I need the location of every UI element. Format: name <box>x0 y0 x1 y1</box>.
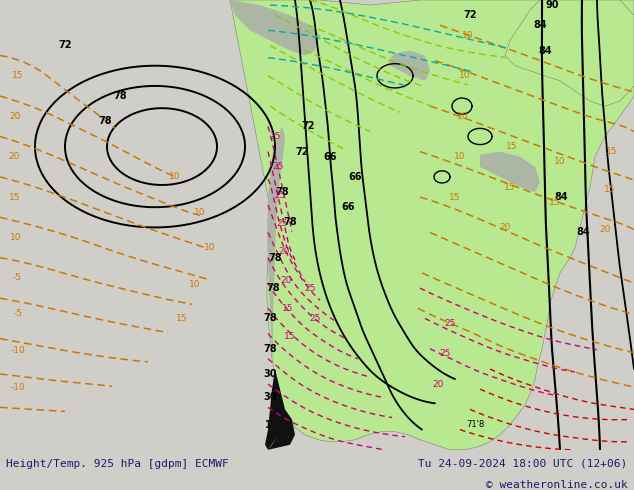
Text: 10: 10 <box>457 112 469 121</box>
Text: 10: 10 <box>190 279 201 289</box>
Text: 72: 72 <box>463 10 477 20</box>
Text: 20: 20 <box>280 275 292 285</box>
Text: 20: 20 <box>8 152 20 161</box>
Text: 78: 78 <box>283 218 297 227</box>
Text: -5: -5 <box>13 273 22 282</box>
Text: 72: 72 <box>58 41 72 50</box>
Text: 84: 84 <box>554 192 568 202</box>
Text: 84: 84 <box>576 227 590 238</box>
Text: 10: 10 <box>462 31 474 40</box>
Text: 15: 15 <box>606 147 618 156</box>
Text: 20: 20 <box>599 225 611 234</box>
Text: 78: 78 <box>98 116 112 126</box>
Text: 10: 10 <box>169 172 181 181</box>
Text: 15: 15 <box>10 193 21 201</box>
Text: 72: 72 <box>301 122 314 131</box>
Text: 20: 20 <box>278 247 290 256</box>
Text: 15: 15 <box>450 193 461 201</box>
Text: -10: -10 <box>11 346 25 355</box>
Text: 15: 15 <box>504 182 515 192</box>
Text: 15: 15 <box>176 314 188 323</box>
Text: 10: 10 <box>10 233 22 242</box>
Polygon shape <box>268 409 295 450</box>
Text: 25: 25 <box>275 191 286 199</box>
Text: Height/Temp. 925 hPa [gdpm] ECMWF: Height/Temp. 925 hPa [gdpm] ECMWF <box>6 459 229 469</box>
Text: 25: 25 <box>273 162 283 171</box>
Text: 30: 30 <box>263 392 277 402</box>
Text: 71'8: 71'8 <box>466 420 484 429</box>
Text: 30: 30 <box>263 369 277 379</box>
Text: 20: 20 <box>432 380 444 389</box>
Text: 84: 84 <box>538 46 552 55</box>
Text: 84: 84 <box>533 20 547 30</box>
Text: 66: 66 <box>348 172 362 182</box>
Text: 1: 1 <box>264 419 271 430</box>
Polygon shape <box>267 126 285 435</box>
Text: 20: 20 <box>500 223 511 232</box>
Text: -5: -5 <box>13 309 22 318</box>
Polygon shape <box>265 369 285 450</box>
Text: 25: 25 <box>304 284 316 293</box>
Text: 15: 15 <box>507 142 518 151</box>
Polygon shape <box>388 50 430 81</box>
Text: 10: 10 <box>454 152 466 161</box>
Text: 20: 20 <box>10 112 21 121</box>
Text: 72: 72 <box>295 147 309 157</box>
Polygon shape <box>480 151 540 192</box>
Text: 78: 78 <box>263 344 277 354</box>
Text: 66: 66 <box>323 152 337 162</box>
Text: 25: 25 <box>309 314 321 323</box>
Text: 25: 25 <box>269 132 281 141</box>
Text: 15: 15 <box>604 185 616 194</box>
Text: 78: 78 <box>275 187 289 197</box>
Text: 78: 78 <box>268 253 281 263</box>
Text: 90: 90 <box>545 0 559 10</box>
Polygon shape <box>230 0 634 450</box>
Text: 25: 25 <box>439 349 451 358</box>
Polygon shape <box>505 0 634 106</box>
Text: 78: 78 <box>266 283 280 293</box>
Text: 10: 10 <box>204 243 216 252</box>
Text: Tu 24-09-2024 18:00 UTC (12+06): Tu 24-09-2024 18:00 UTC (12+06) <box>418 459 628 469</box>
Text: 15: 15 <box>549 197 560 207</box>
Text: 15: 15 <box>282 304 294 313</box>
Text: 10: 10 <box>554 157 566 166</box>
Text: © weatheronline.co.uk: © weatheronline.co.uk <box>486 480 628 490</box>
Text: 78: 78 <box>113 91 127 101</box>
Text: 25: 25 <box>444 319 456 328</box>
Text: -10: -10 <box>11 383 25 392</box>
Text: 66: 66 <box>341 202 355 212</box>
Text: 15: 15 <box>12 72 23 80</box>
Text: 78: 78 <box>263 314 277 323</box>
Text: 10: 10 <box>459 72 471 80</box>
Text: 15: 15 <box>284 332 295 341</box>
Text: 10: 10 <box>194 208 206 217</box>
Polygon shape <box>230 0 320 55</box>
Text: 25: 25 <box>276 219 288 228</box>
